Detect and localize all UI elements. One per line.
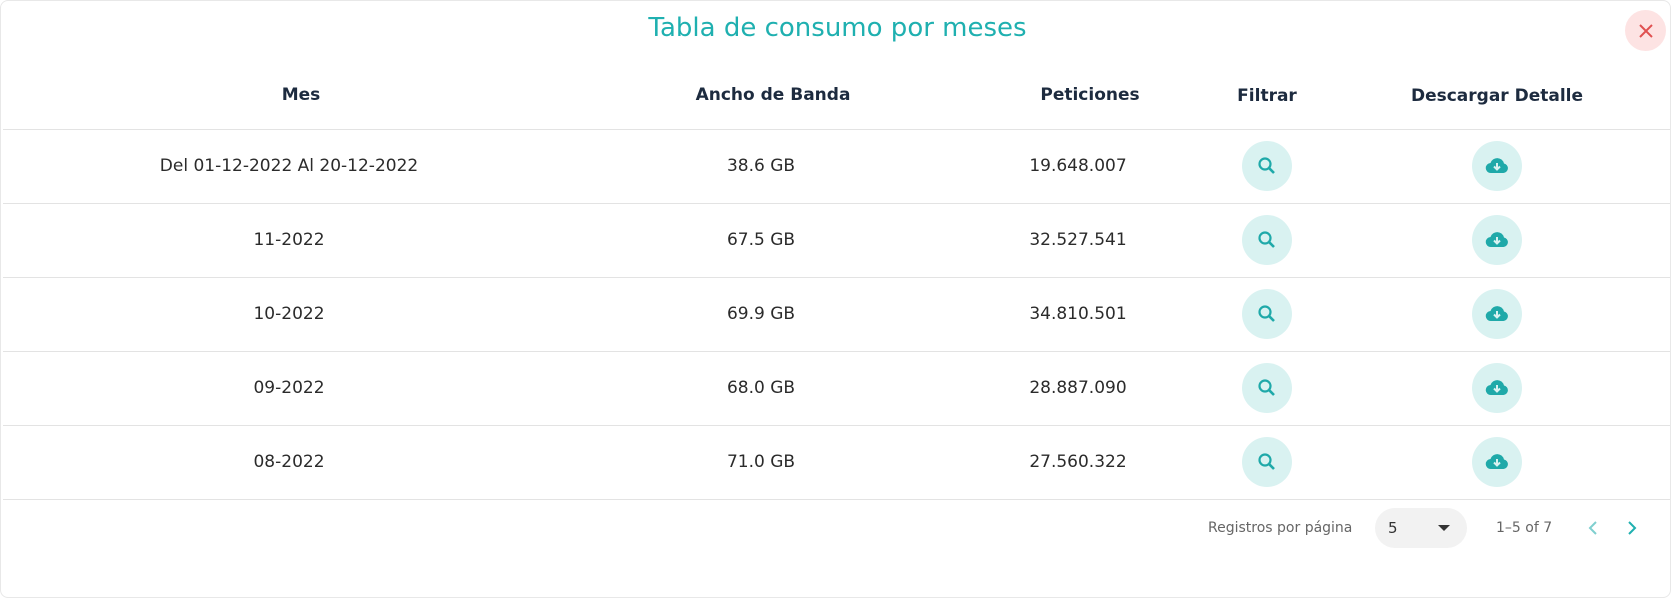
download-button[interactable] <box>1472 363 1522 413</box>
search-icon <box>1258 379 1275 396</box>
column-header: Peticiones <box>1040 85 1140 105</box>
search-icon <box>1258 231 1275 248</box>
download-button[interactable] <box>1472 215 1522 265</box>
filter-button[interactable] <box>1242 289 1292 339</box>
download-button[interactable] <box>1472 437 1522 487</box>
search-icon <box>1258 157 1275 174</box>
table-cell: 28.887.090 <box>1029 378 1127 398</box>
table-cell: 34.810.501 <box>1029 304 1127 324</box>
download-icon <box>1485 454 1508 470</box>
table-cell: 69.9 GB <box>726 304 796 324</box>
table-cell: Del 01-12-2022 Al 20-12-2022 <box>159 156 419 176</box>
table-cell: 09-2022 <box>253 378 325 398</box>
close-icon <box>1638 23 1653 38</box>
column-header: Filtrar <box>1237 86 1297 106</box>
table-cell: 11-2022 <box>253 230 325 250</box>
column-header: Mes <box>281 85 321 105</box>
row-divider <box>3 277 1670 278</box>
column-header: Ancho de Banda <box>695 85 851 105</box>
filter-button[interactable] <box>1242 363 1292 413</box>
download-icon <box>1485 232 1508 248</box>
download-icon <box>1485 158 1508 174</box>
table-cell: 10-2022 <box>253 304 325 324</box>
table-cell: 68.0 GB <box>726 378 796 398</box>
search-icon <box>1258 305 1275 322</box>
page-range: 1–5 of 7 <box>1496 520 1553 536</box>
rows-per-page-label: Registros por página <box>1208 520 1353 536</box>
row-divider <box>3 499 1670 500</box>
rows-per-page-value: 5 <box>1388 519 1398 537</box>
row-divider <box>3 203 1670 204</box>
table-cell: 32.527.541 <box>1029 230 1127 250</box>
row-divider <box>3 425 1670 426</box>
download-icon <box>1485 380 1508 396</box>
download-icon <box>1485 306 1508 322</box>
dialog-title: Tabla de consumo por meses <box>648 13 1027 43</box>
header-divider <box>3 129 1670 130</box>
column-header: Descargar Detalle <box>1410 86 1584 106</box>
download-button[interactable] <box>1472 141 1522 191</box>
table-cell: 71.0 GB <box>726 452 796 472</box>
rows-per-page-select[interactable]: 5 <box>1375 508 1467 548</box>
dropdown-arrow <box>1438 525 1450 531</box>
download-button[interactable] <box>1472 289 1522 339</box>
filter-button[interactable] <box>1242 141 1292 191</box>
filter-button[interactable] <box>1242 437 1292 487</box>
next-page-button[interactable] <box>1624 519 1640 537</box>
table-cell: 67.5 GB <box>726 230 796 250</box>
table-cell: 08-2022 <box>253 452 325 472</box>
table-cell: 27.560.322 <box>1029 452 1127 472</box>
table-cell: 38.6 GB <box>726 156 796 176</box>
close-button[interactable] <box>1625 10 1666 51</box>
search-icon <box>1258 453 1275 470</box>
row-divider <box>3 351 1670 352</box>
table-cell: 19.648.007 <box>1029 156 1127 176</box>
filter-button[interactable] <box>1242 215 1292 265</box>
prev-page-button[interactable] <box>1585 519 1601 537</box>
